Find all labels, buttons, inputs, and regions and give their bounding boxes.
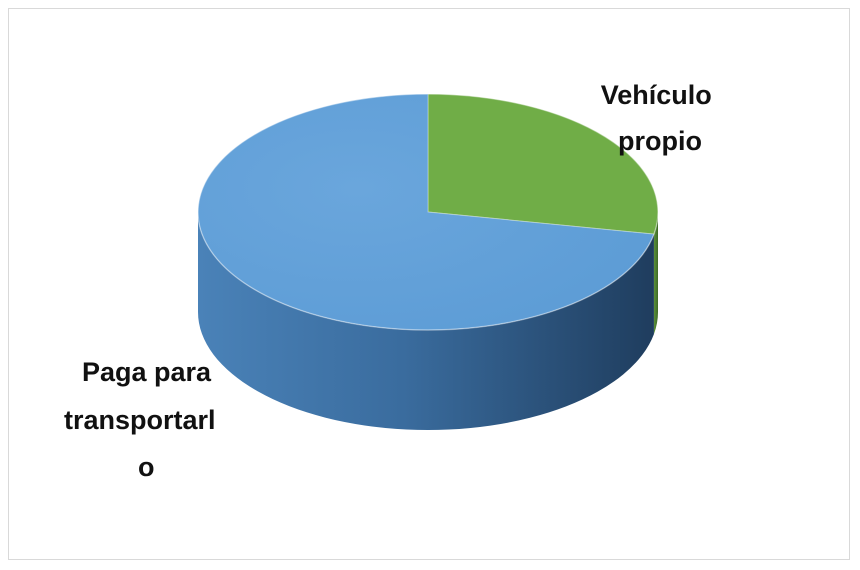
label-line: Vehículo <box>601 80 712 110</box>
label-line: transportarl <box>64 405 216 435</box>
pie-rim <box>197 93 659 331</box>
slice-label-vehiculo-propio: Vehículo propio <box>601 80 720 156</box>
label-line: o <box>138 452 155 482</box>
pie-slice-veh-culo-propio <box>427 93 659 235</box>
label-line: Paga para <box>82 357 212 387</box>
pie-side-paga-para-transportarl-o <box>198 212 654 431</box>
slice-label-paga-para-transportarlo: Paga para transportarl o <box>64 357 223 482</box>
pie-slice-paga-para-transportarl-o <box>197 93 655 331</box>
label-line: propio <box>618 126 702 156</box>
pie-side-veh-culo-propio <box>653 212 658 335</box>
